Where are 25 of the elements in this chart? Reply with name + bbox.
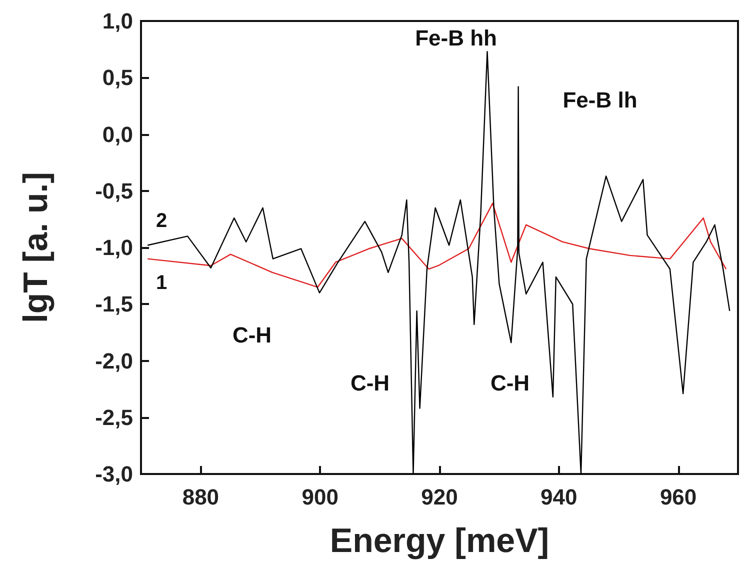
y-tick-label: 1,0 [102,8,133,34]
x-axis-title: Energy [meV] [330,522,550,560]
x-tick-label: 960 [660,484,697,510]
y-tick-label: 0,5 [102,65,133,90]
x-tick-label: 900 [302,484,338,510]
y-axis-title: lgT [a. u.] [17,172,55,324]
x-tick-label: 880 [182,484,220,510]
y-tick-label: 0,0 [102,122,133,147]
y-tick-label: -2,5 [95,404,133,430]
annotation: C-H [350,370,390,396]
annotation: Fe-B lh [562,88,638,112]
y-tick-label: -0,5 [95,178,133,204]
line-series [146,202,727,288]
x-tick-label: 920 [421,484,458,510]
series-label: 2 [156,210,168,232]
series-label: 1 [156,272,168,294]
annotation: C-H [490,370,530,396]
y-tick-label: -1,0 [95,235,133,260]
x-tick-label: 940 [540,484,578,510]
y-tick-label: -1,5 [95,292,133,317]
annotation: Fe-B hh [415,26,497,50]
line-series [146,50,730,475]
annotation: C-H [232,322,272,348]
y-tick-label: -3,0 [95,462,133,486]
y-tick-label: -2,0 [95,348,133,374]
